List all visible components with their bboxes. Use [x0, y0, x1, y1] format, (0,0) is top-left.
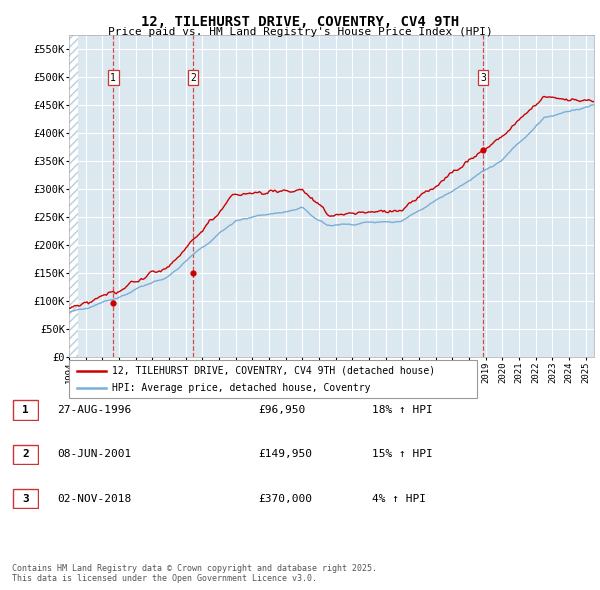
- FancyBboxPatch shape: [13, 489, 38, 508]
- Text: HPI: Average price, detached house, Coventry: HPI: Average price, detached house, Cove…: [112, 382, 370, 392]
- Text: 2: 2: [22, 450, 29, 459]
- Text: 2: 2: [190, 73, 196, 83]
- Text: 3: 3: [22, 494, 29, 503]
- Text: 4% ↑ HPI: 4% ↑ HPI: [372, 494, 426, 503]
- Text: 1: 1: [22, 405, 29, 415]
- FancyBboxPatch shape: [13, 401, 38, 419]
- Text: £96,950: £96,950: [258, 405, 305, 415]
- Text: 02-NOV-2018: 02-NOV-2018: [57, 494, 131, 503]
- Bar: [69, 35, 78, 357]
- Text: 1: 1: [110, 73, 116, 83]
- Text: £370,000: £370,000: [258, 494, 312, 503]
- Text: Price paid vs. HM Land Registry's House Price Index (HPI): Price paid vs. HM Land Registry's House …: [107, 27, 493, 37]
- Text: £149,950: £149,950: [258, 450, 312, 459]
- Text: 12, TILEHURST DRIVE, COVENTRY, CV4 9TH (detached house): 12, TILEHURST DRIVE, COVENTRY, CV4 9TH (…: [112, 366, 435, 376]
- FancyBboxPatch shape: [69, 360, 477, 398]
- FancyBboxPatch shape: [13, 445, 38, 464]
- Text: Contains HM Land Registry data © Crown copyright and database right 2025.
This d: Contains HM Land Registry data © Crown c…: [12, 563, 377, 583]
- Text: 18% ↑ HPI: 18% ↑ HPI: [372, 405, 433, 415]
- Text: 3: 3: [480, 73, 486, 83]
- Text: 27-AUG-1996: 27-AUG-1996: [57, 405, 131, 415]
- Text: 15% ↑ HPI: 15% ↑ HPI: [372, 450, 433, 459]
- Text: 12, TILEHURST DRIVE, COVENTRY, CV4 9TH: 12, TILEHURST DRIVE, COVENTRY, CV4 9TH: [141, 15, 459, 29]
- Text: 08-JUN-2001: 08-JUN-2001: [57, 450, 131, 459]
